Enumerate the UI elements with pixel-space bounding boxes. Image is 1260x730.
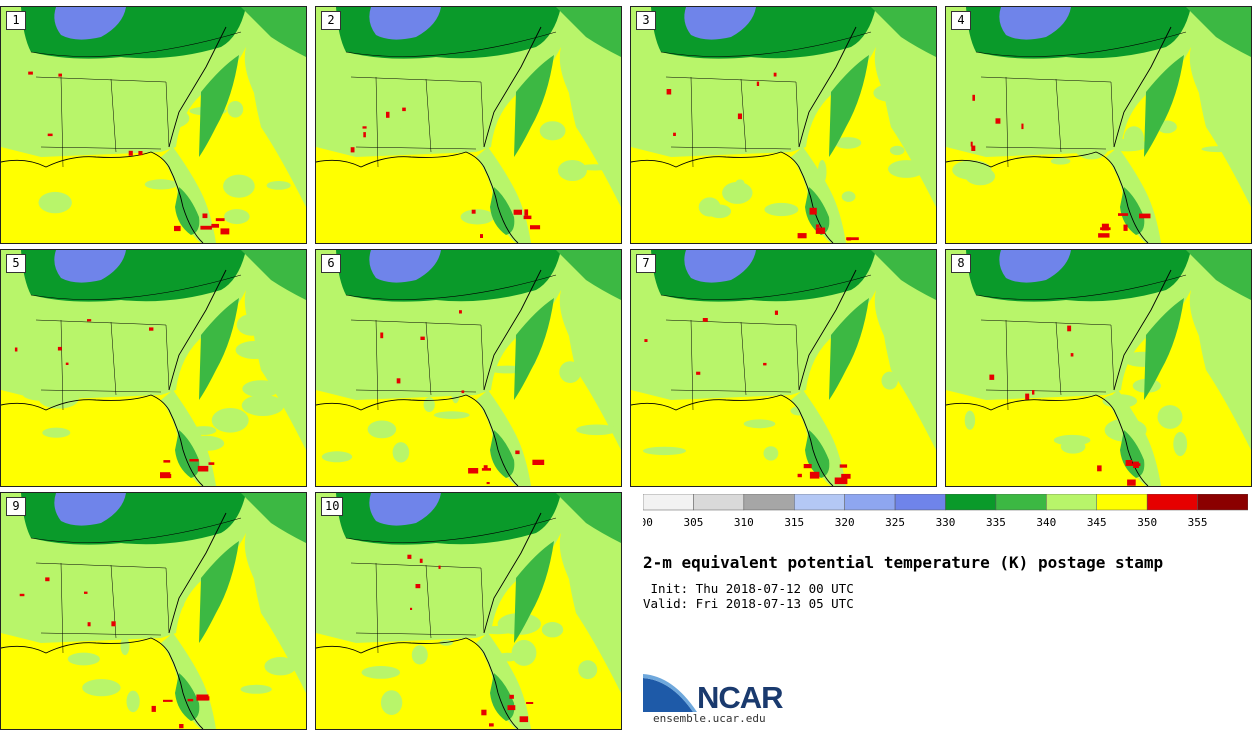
theta-e-map — [316, 250, 621, 486]
theta-e-map — [946, 250, 1251, 486]
member-panel: 3 — [630, 6, 937, 244]
colorbar-tick-label: 305 — [683, 516, 703, 529]
colorbar-swatch — [794, 494, 845, 511]
member-panel: 1 — [0, 6, 307, 244]
colorbar-swatch — [894, 494, 946, 511]
colorbar-tick-label: 300 — [643, 516, 653, 529]
colorbar-tick-label: 345 — [1087, 516, 1107, 529]
member-panel: 7 — [630, 249, 937, 487]
colorbar-tick-label: 330 — [936, 516, 956, 529]
colorbar-tick-label: 320 — [835, 516, 855, 529]
member-number-badge: 2 — [321, 11, 341, 30]
init-time: Init: Thu 2018-07-12 00 UTC — [643, 581, 854, 596]
colorbar-tick-label: 315 — [784, 516, 804, 529]
member-number-badge: 3 — [636, 11, 656, 30]
member-panel: 2 — [315, 6, 622, 244]
colorbar-tick-label: 340 — [1036, 516, 1056, 529]
theta-e-map — [631, 7, 936, 243]
colorbar-swatch — [1197, 494, 1248, 511]
member-panel: 5 — [0, 249, 307, 487]
valid-time: Valid: Fri 2018-07-13 05 UTC — [643, 596, 854, 611]
color-scale-bar: 300 305 310 315 320 325 330 335 340 345 350 355 — [643, 494, 1248, 529]
colorbar-swatch — [643, 494, 694, 511]
colorbar-tick-label: 355 — [1188, 516, 1208, 529]
colorbar-swatch — [1046, 494, 1098, 511]
member-panel: 8 — [945, 249, 1252, 487]
theta-e-map — [316, 7, 621, 243]
ncar-logo-icon — [643, 674, 697, 712]
member-number-badge: 8 — [951, 254, 971, 273]
logo-url: ensemble.ucar.edu — [653, 712, 766, 725]
member-panel: 4 — [945, 6, 1252, 244]
colorbar-swatch — [1096, 494, 1148, 511]
theta-e-map — [1, 7, 306, 243]
colorbar-swatch — [1146, 494, 1198, 511]
colorbar-swatch — [995, 494, 1047, 511]
theta-e-map — [1, 250, 306, 486]
logo-wordmark: NCAR — [697, 680, 784, 715]
colorbar-swatch — [945, 494, 997, 511]
member-panel: 6 — [315, 249, 622, 487]
member-panel: 10 — [315, 492, 622, 730]
member-number-badge: 6 — [321, 254, 341, 273]
member-number-badge: 5 — [6, 254, 26, 273]
colorbar-swatch — [844, 494, 896, 511]
member-number-badge: 7 — [636, 254, 656, 273]
theta-e-map — [316, 493, 621, 729]
colorbar-swatch — [693, 494, 745, 511]
member-panel: 9 — [0, 492, 307, 730]
member-number-badge: 1 — [6, 11, 26, 30]
theta-e-map — [946, 7, 1251, 243]
member-number-badge: 9 — [6, 497, 26, 516]
colorbar-tick-label: 310 — [734, 516, 754, 529]
member-number-badge: 4 — [951, 11, 971, 30]
theta-e-map — [631, 250, 936, 486]
member-number-badge: 10 — [321, 497, 344, 516]
colorbar-tick-label: 335 — [986, 516, 1006, 529]
theta-e-map — [1, 493, 306, 729]
colorbar-swatch — [743, 494, 795, 511]
figure-title: 2-m equivalent potential temperature (K)… — [643, 553, 1164, 572]
colorbar-tick-label: 325 — [885, 516, 905, 529]
colorbar-tick-label: 350 — [1137, 516, 1157, 529]
